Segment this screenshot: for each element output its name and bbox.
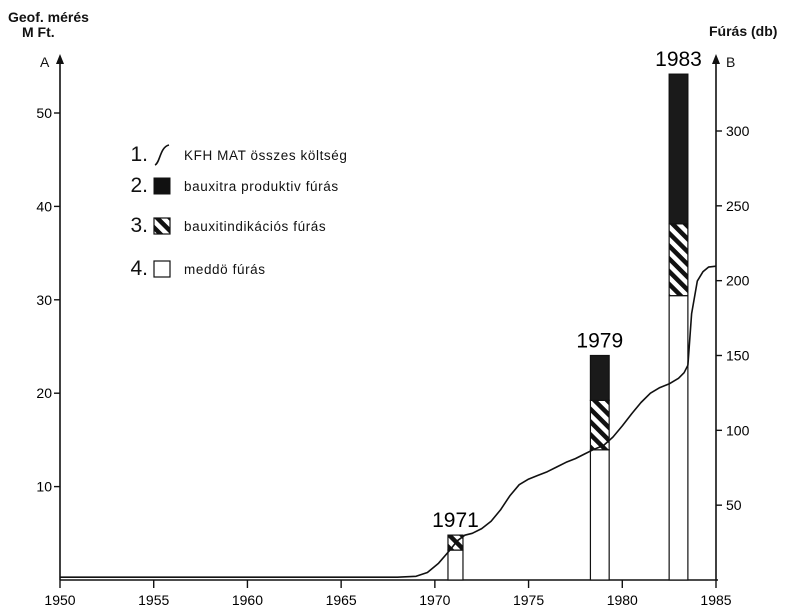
legend-number: 3. [130,214,148,237]
bar-segment-productive [589,354,610,402]
axes [54,54,722,588]
hatched-square-icon [148,214,176,238]
left-axis-letter: A [40,54,50,70]
bar-segment-productive [668,73,689,225]
right-axis-letter: B [726,54,736,70]
white-square-icon [148,257,176,281]
x-tick-label: 1980 [607,592,638,607]
legend-item-barren: 4. meddö fúrás [118,256,266,282]
left-axis-arrow-icon [56,54,64,64]
curve-symbol-icon [148,143,176,167]
legend-item-productive: 2. bauxitra produktiv fúrás [118,173,339,199]
legend-number: 4. [130,257,148,280]
left-tick-label: 40 [36,198,52,214]
left-tick-label: 10 [36,479,52,495]
x-tick-label: 1955 [138,592,169,607]
right-tick-label: 100 [726,422,750,438]
bar-year-label: 1983 [655,48,702,71]
bar-year-label: 1971 [432,509,479,532]
right-tick-label: 300 [726,123,750,139]
bar-year-label: 1979 [576,330,623,353]
right-tick-label: 150 [726,348,750,364]
right-tick-label: 250 [726,198,750,214]
legend-number: 1. [130,143,148,166]
legend-label: meddö fúrás [184,261,266,277]
right-tick-label: 200 [726,273,750,289]
left-axis-title-line2: M Ft. [22,24,55,40]
bar-segment-barren [447,549,464,581]
bar-segment-indication [668,223,689,297]
tick-labels: 1950 1955 1960 1965 1970 1975 1980 1985 10 20 30 40… [36,48,749,607]
cost-curve [60,265,717,578]
x-tick-label: 1985 [700,592,731,607]
x-tick-label: 1970 [419,592,450,607]
legend-item-indication: 3. bauxitindikációs fúrás [118,213,326,239]
left-axis-title-line1: Geof. mérés [8,9,89,25]
x-tick-label: 1965 [326,592,357,607]
legend-label: KFH MAT összes költség [184,147,348,163]
x-tick-label: 1950 [44,592,75,607]
right-axis-title: Fúrás (db) [709,23,778,39]
legend-number: 2. [130,174,148,197]
legend-label: bauxitindikációs fúrás [184,218,327,234]
left-tick-label: 30 [36,292,52,308]
bar-segment-barren [668,295,689,581]
left-tick-label: 50 [36,105,52,121]
left-axis-title: Geof. mérés M Ft. [8,10,89,40]
legend-label: bauxitra produktiv fúrás [184,178,339,194]
x-tick-label: 1975 [513,592,544,607]
bar-segment-barren [589,449,610,581]
bars [447,73,689,581]
right-axis-arrow-icon [712,54,720,64]
x-tick-label: 1960 [232,592,263,607]
legend-item-total-cost: 1. KFH MAT összes költség [118,142,348,168]
right-tick-label: 50 [726,497,742,513]
left-tick-label: 20 [36,385,52,401]
black-square-icon [148,174,176,198]
cost-curve-line [60,265,717,578]
